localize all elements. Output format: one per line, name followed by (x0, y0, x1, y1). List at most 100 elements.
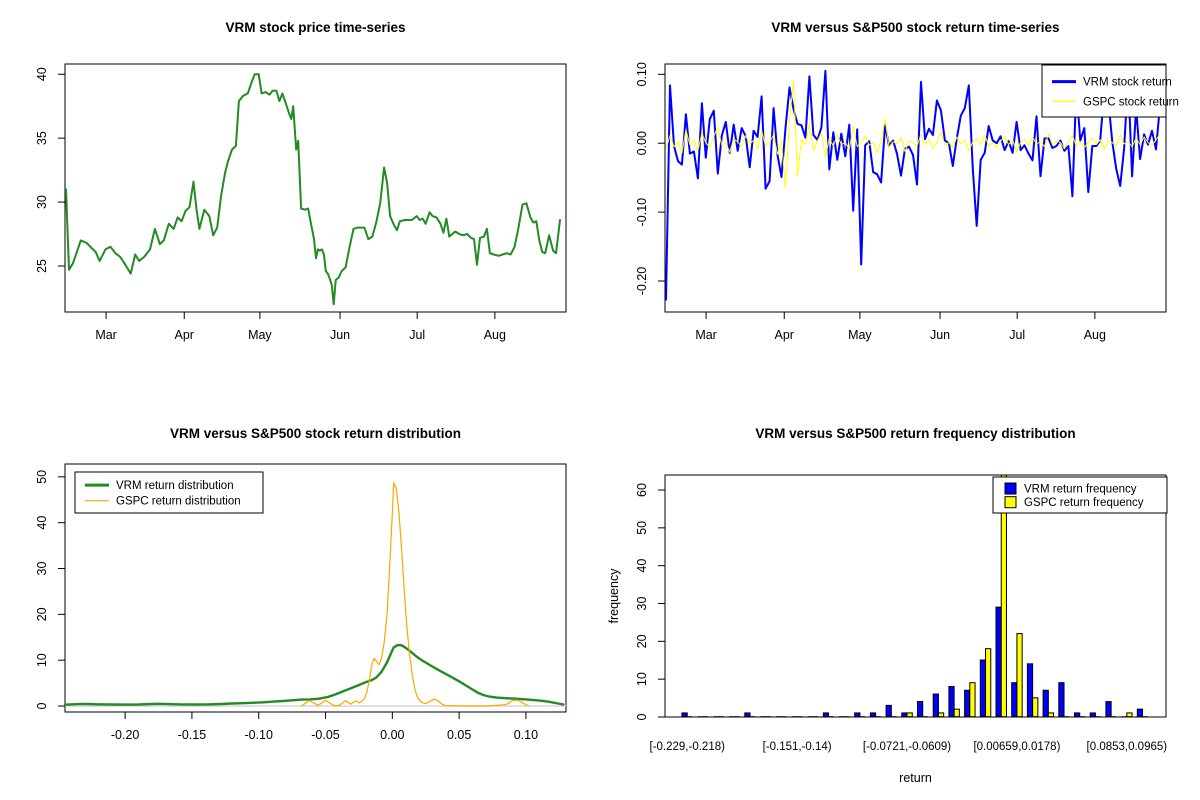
svg-text:May: May (248, 328, 272, 342)
bar (917, 701, 924, 718)
bar (1074, 712, 1081, 718)
x-axis: [-0.229,-0.218) [-0.151,-0.14) [-0.0721,-0… (650, 741, 1168, 753)
svg-text:30: 30 (35, 562, 49, 576)
series-vrm-stock-price (65, 73, 561, 306)
plot-box (64, 463, 567, 713)
bar (1136, 708, 1144, 718)
svg-text:10: 10 (635, 672, 649, 686)
svg-text:0.10: 0.10 (635, 62, 649, 86)
bar (681, 712, 688, 718)
legend-label: GSPC return frequency (1024, 497, 1144, 509)
svg-text:Jul: Jul (409, 328, 425, 342)
svg-text:Jun: Jun (330, 328, 350, 342)
legend-label: GSPC return distribution (116, 496, 241, 508)
return-distribution-chart: 0 10 20 30 40 50 -0.20 -0.15 -0.10 -0.05 0.00 0.05 0… (35, 463, 567, 742)
svg-text:0.00: 0.00 (380, 728, 404, 742)
bar (869, 712, 877, 718)
svg-text:30: 30 (635, 597, 649, 611)
svg-text:35: 35 (35, 131, 49, 145)
svg-text:0.10: 0.10 (514, 728, 538, 742)
x-axis: Mar Apr May Jun Jul Aug (695, 312, 1106, 342)
y-axis: -0.20 -0.10 0.00 0.10 (635, 62, 665, 295)
bar (953, 708, 960, 718)
chart-title-distribution: VRM versus S&P500 stock return distribut… (169, 426, 462, 441)
svg-text:40: 40 (35, 67, 49, 81)
histogram-bars (681, 474, 1148, 718)
bar (1016, 633, 1023, 718)
bar (1126, 712, 1133, 718)
panel-return-distribution: VRM versus S&P500 stock return distribut… (0, 400, 600, 800)
bar (1105, 701, 1112, 718)
svg-text:[0.0853,0.0965): [0.0853,0.0965) (1087, 741, 1168, 753)
legend: VRM stock return GSPC stock return (1041, 64, 1179, 118)
series-gspc-stock-return (665, 80, 1161, 189)
bar (969, 682, 976, 718)
svg-text:0.00: 0.00 (635, 131, 649, 155)
bar (1047, 712, 1055, 718)
svg-text:25: 25 (35, 259, 49, 273)
y-axis: 0 10 20 30 40 50 60 (635, 483, 665, 720)
svg-text:0: 0 (35, 703, 49, 710)
svg-text:[-0.0721,-0.0609): [-0.0721,-0.0609) (863, 741, 951, 753)
svg-text:Apr: Apr (175, 328, 194, 342)
plot-box (664, 474, 1167, 718)
series-gspc-return-distribution (300, 482, 530, 707)
bar (979, 659, 987, 718)
bar (937, 712, 945, 718)
svg-text:-0.20: -0.20 (635, 267, 649, 296)
svg-text:30: 30 (35, 195, 49, 209)
svg-text:50: 50 (635, 521, 649, 535)
bar (1000, 474, 1007, 718)
panel-return-frequency: VRM versus S&P500 return frequency distr… (600, 400, 1200, 800)
svg-text:10: 10 (35, 653, 49, 667)
legend-key-box (1004, 482, 1017, 495)
svg-text:Mar: Mar (95, 328, 117, 342)
return-timeseries-chart: -0.20 -0.10 0.00 0.10 Mar Apr May Jun Jul Aug VRM … (635, 62, 1179, 342)
svg-text:-0.20: -0.20 (111, 728, 140, 742)
svg-text:20: 20 (35, 607, 49, 621)
svg-text:-0.05: -0.05 (311, 728, 340, 742)
bar (964, 689, 971, 718)
series-vrm-return-distribution (63, 643, 565, 706)
bar (744, 712, 751, 718)
bar (1089, 712, 1096, 718)
svg-text:Jun: Jun (930, 328, 950, 342)
bar (854, 712, 861, 718)
x-axis-title: return (899, 771, 932, 785)
panel-return-timeseries: VRM versus S&P500 stock return time-seri… (600, 0, 1200, 400)
price-timeseries-chart: 25 30 35 40 Mar Apr May Jun Jul Aug (35, 63, 567, 342)
y-axis-title: frequency (607, 568, 621, 624)
bar (985, 648, 992, 718)
bar (901, 712, 908, 718)
chart-title-frequency: VRM versus S&P500 return frequency distr… (755, 426, 1076, 441)
svg-text:40: 40 (35, 516, 49, 530)
svg-text:60: 60 (635, 483, 649, 497)
legend-key-box (1004, 496, 1017, 509)
svg-text:Aug: Aug (1084, 328, 1106, 342)
x-axis: -0.20 -0.15 -0.10 -0.05 0.00 0.05 0.10 (111, 712, 538, 742)
svg-text:0: 0 (635, 713, 649, 720)
svg-text:[-0.229,-0.218): [-0.229,-0.218) (650, 741, 726, 753)
y-axis: 0 10 20 30 40 50 (35, 470, 65, 710)
return-frequency-chart: 0 10 20 30 40 50 60 [-0.229,-0.218) [-0.151,-0.1… (607, 474, 1168, 785)
bar (1011, 682, 1018, 718)
bar (1026, 663, 1034, 718)
legend-label: GSPC stock return (1083, 96, 1179, 108)
chart-title-returns: VRM versus S&P500 stock return time-seri… (771, 20, 1060, 35)
svg-text:40: 40 (635, 559, 649, 573)
legend-label: VRM return frequency (1024, 484, 1137, 496)
svg-text:[-0.151,-0.14): [-0.151,-0.14) (763, 741, 832, 753)
svg-text:Mar: Mar (695, 328, 717, 342)
bar (885, 704, 892, 718)
svg-text:[0.00659,0.0178): [0.00659,0.0178) (973, 741, 1060, 753)
svg-text:20: 20 (635, 634, 649, 648)
bar (1042, 689, 1049, 718)
svg-text:0.05: 0.05 (447, 728, 471, 742)
svg-text:-0.15: -0.15 (178, 728, 207, 742)
bar (822, 712, 830, 718)
bar (932, 693, 939, 718)
bar (1032, 697, 1039, 718)
panel-price-timeseries: VRM stock price time-series 25 30 35 40 Mar A… (0, 0, 600, 400)
